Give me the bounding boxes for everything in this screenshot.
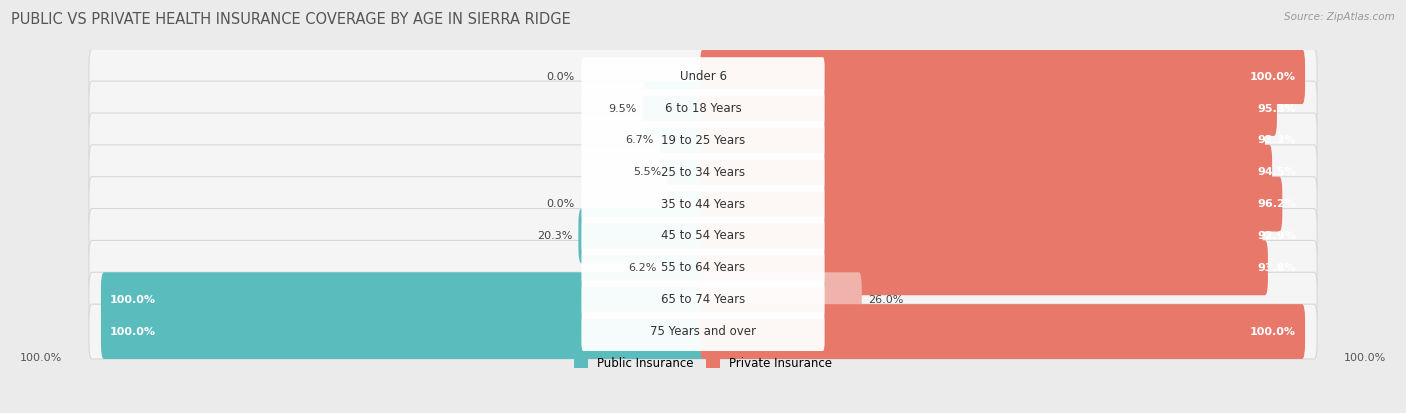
Text: 26.0%: 26.0% bbox=[868, 295, 903, 305]
FancyBboxPatch shape bbox=[89, 240, 1317, 295]
FancyBboxPatch shape bbox=[89, 113, 1317, 168]
FancyBboxPatch shape bbox=[89, 177, 1317, 232]
Text: 0.0%: 0.0% bbox=[546, 199, 574, 209]
FancyBboxPatch shape bbox=[89, 81, 1317, 136]
FancyBboxPatch shape bbox=[659, 113, 706, 168]
Text: Source: ZipAtlas.com: Source: ZipAtlas.com bbox=[1284, 12, 1395, 22]
Text: 55 to 64 Years: 55 to 64 Years bbox=[661, 261, 745, 274]
FancyBboxPatch shape bbox=[700, 49, 1305, 104]
FancyBboxPatch shape bbox=[89, 209, 1317, 263]
Text: 95.3%: 95.3% bbox=[1257, 104, 1296, 114]
FancyBboxPatch shape bbox=[89, 49, 1317, 104]
Text: 100.0%: 100.0% bbox=[1250, 71, 1296, 82]
Text: PUBLIC VS PRIVATE HEALTH INSURANCE COVERAGE BY AGE IN SIERRA RIDGE: PUBLIC VS PRIVATE HEALTH INSURANCE COVER… bbox=[11, 12, 571, 27]
FancyBboxPatch shape bbox=[700, 113, 1265, 168]
Text: 100.0%: 100.0% bbox=[1250, 327, 1296, 337]
Text: 75 Years and over: 75 Years and over bbox=[650, 325, 756, 338]
FancyBboxPatch shape bbox=[582, 312, 824, 351]
FancyBboxPatch shape bbox=[582, 57, 824, 96]
FancyBboxPatch shape bbox=[700, 304, 1305, 359]
FancyBboxPatch shape bbox=[101, 272, 706, 327]
FancyBboxPatch shape bbox=[578, 209, 706, 263]
FancyBboxPatch shape bbox=[643, 81, 706, 136]
Text: 25 to 34 Years: 25 to 34 Years bbox=[661, 166, 745, 179]
FancyBboxPatch shape bbox=[700, 145, 1272, 199]
Text: 9.5%: 9.5% bbox=[609, 104, 637, 114]
FancyBboxPatch shape bbox=[89, 145, 1317, 199]
Text: 19 to 25 Years: 19 to 25 Years bbox=[661, 134, 745, 147]
Text: 93.3%: 93.3% bbox=[1257, 135, 1296, 145]
Text: 92.9%: 92.9% bbox=[1257, 231, 1296, 241]
FancyBboxPatch shape bbox=[101, 304, 706, 359]
FancyBboxPatch shape bbox=[700, 81, 1277, 136]
FancyBboxPatch shape bbox=[582, 121, 824, 160]
Text: 94.5%: 94.5% bbox=[1257, 167, 1296, 177]
Text: 0.0%: 0.0% bbox=[546, 71, 574, 82]
Text: 6.2%: 6.2% bbox=[628, 263, 657, 273]
FancyBboxPatch shape bbox=[582, 280, 824, 319]
Text: 65 to 74 Years: 65 to 74 Years bbox=[661, 293, 745, 306]
Text: 5.5%: 5.5% bbox=[633, 167, 661, 177]
Text: 45 to 54 Years: 45 to 54 Years bbox=[661, 230, 745, 242]
FancyBboxPatch shape bbox=[700, 209, 1263, 263]
Text: 35 to 44 Years: 35 to 44 Years bbox=[661, 197, 745, 211]
Text: 100.0%: 100.0% bbox=[110, 327, 156, 337]
Text: 20.3%: 20.3% bbox=[537, 231, 572, 241]
Text: 6.7%: 6.7% bbox=[626, 135, 654, 145]
FancyBboxPatch shape bbox=[662, 240, 706, 295]
FancyBboxPatch shape bbox=[582, 216, 824, 255]
FancyBboxPatch shape bbox=[700, 272, 862, 327]
Text: 100.0%: 100.0% bbox=[110, 295, 156, 305]
Text: Under 6: Under 6 bbox=[679, 70, 727, 83]
Legend: Public Insurance, Private Insurance: Public Insurance, Private Insurance bbox=[574, 357, 832, 370]
FancyBboxPatch shape bbox=[89, 272, 1317, 327]
FancyBboxPatch shape bbox=[582, 248, 824, 287]
Text: 6 to 18 Years: 6 to 18 Years bbox=[665, 102, 741, 115]
FancyBboxPatch shape bbox=[582, 89, 824, 128]
FancyBboxPatch shape bbox=[89, 304, 1317, 359]
FancyBboxPatch shape bbox=[700, 177, 1282, 232]
Text: 100.0%: 100.0% bbox=[1344, 353, 1386, 363]
FancyBboxPatch shape bbox=[582, 185, 824, 223]
Text: 96.2%: 96.2% bbox=[1257, 199, 1296, 209]
Text: 93.8%: 93.8% bbox=[1257, 263, 1296, 273]
FancyBboxPatch shape bbox=[582, 153, 824, 192]
FancyBboxPatch shape bbox=[666, 145, 706, 199]
Text: 100.0%: 100.0% bbox=[20, 353, 62, 363]
FancyBboxPatch shape bbox=[700, 240, 1268, 295]
